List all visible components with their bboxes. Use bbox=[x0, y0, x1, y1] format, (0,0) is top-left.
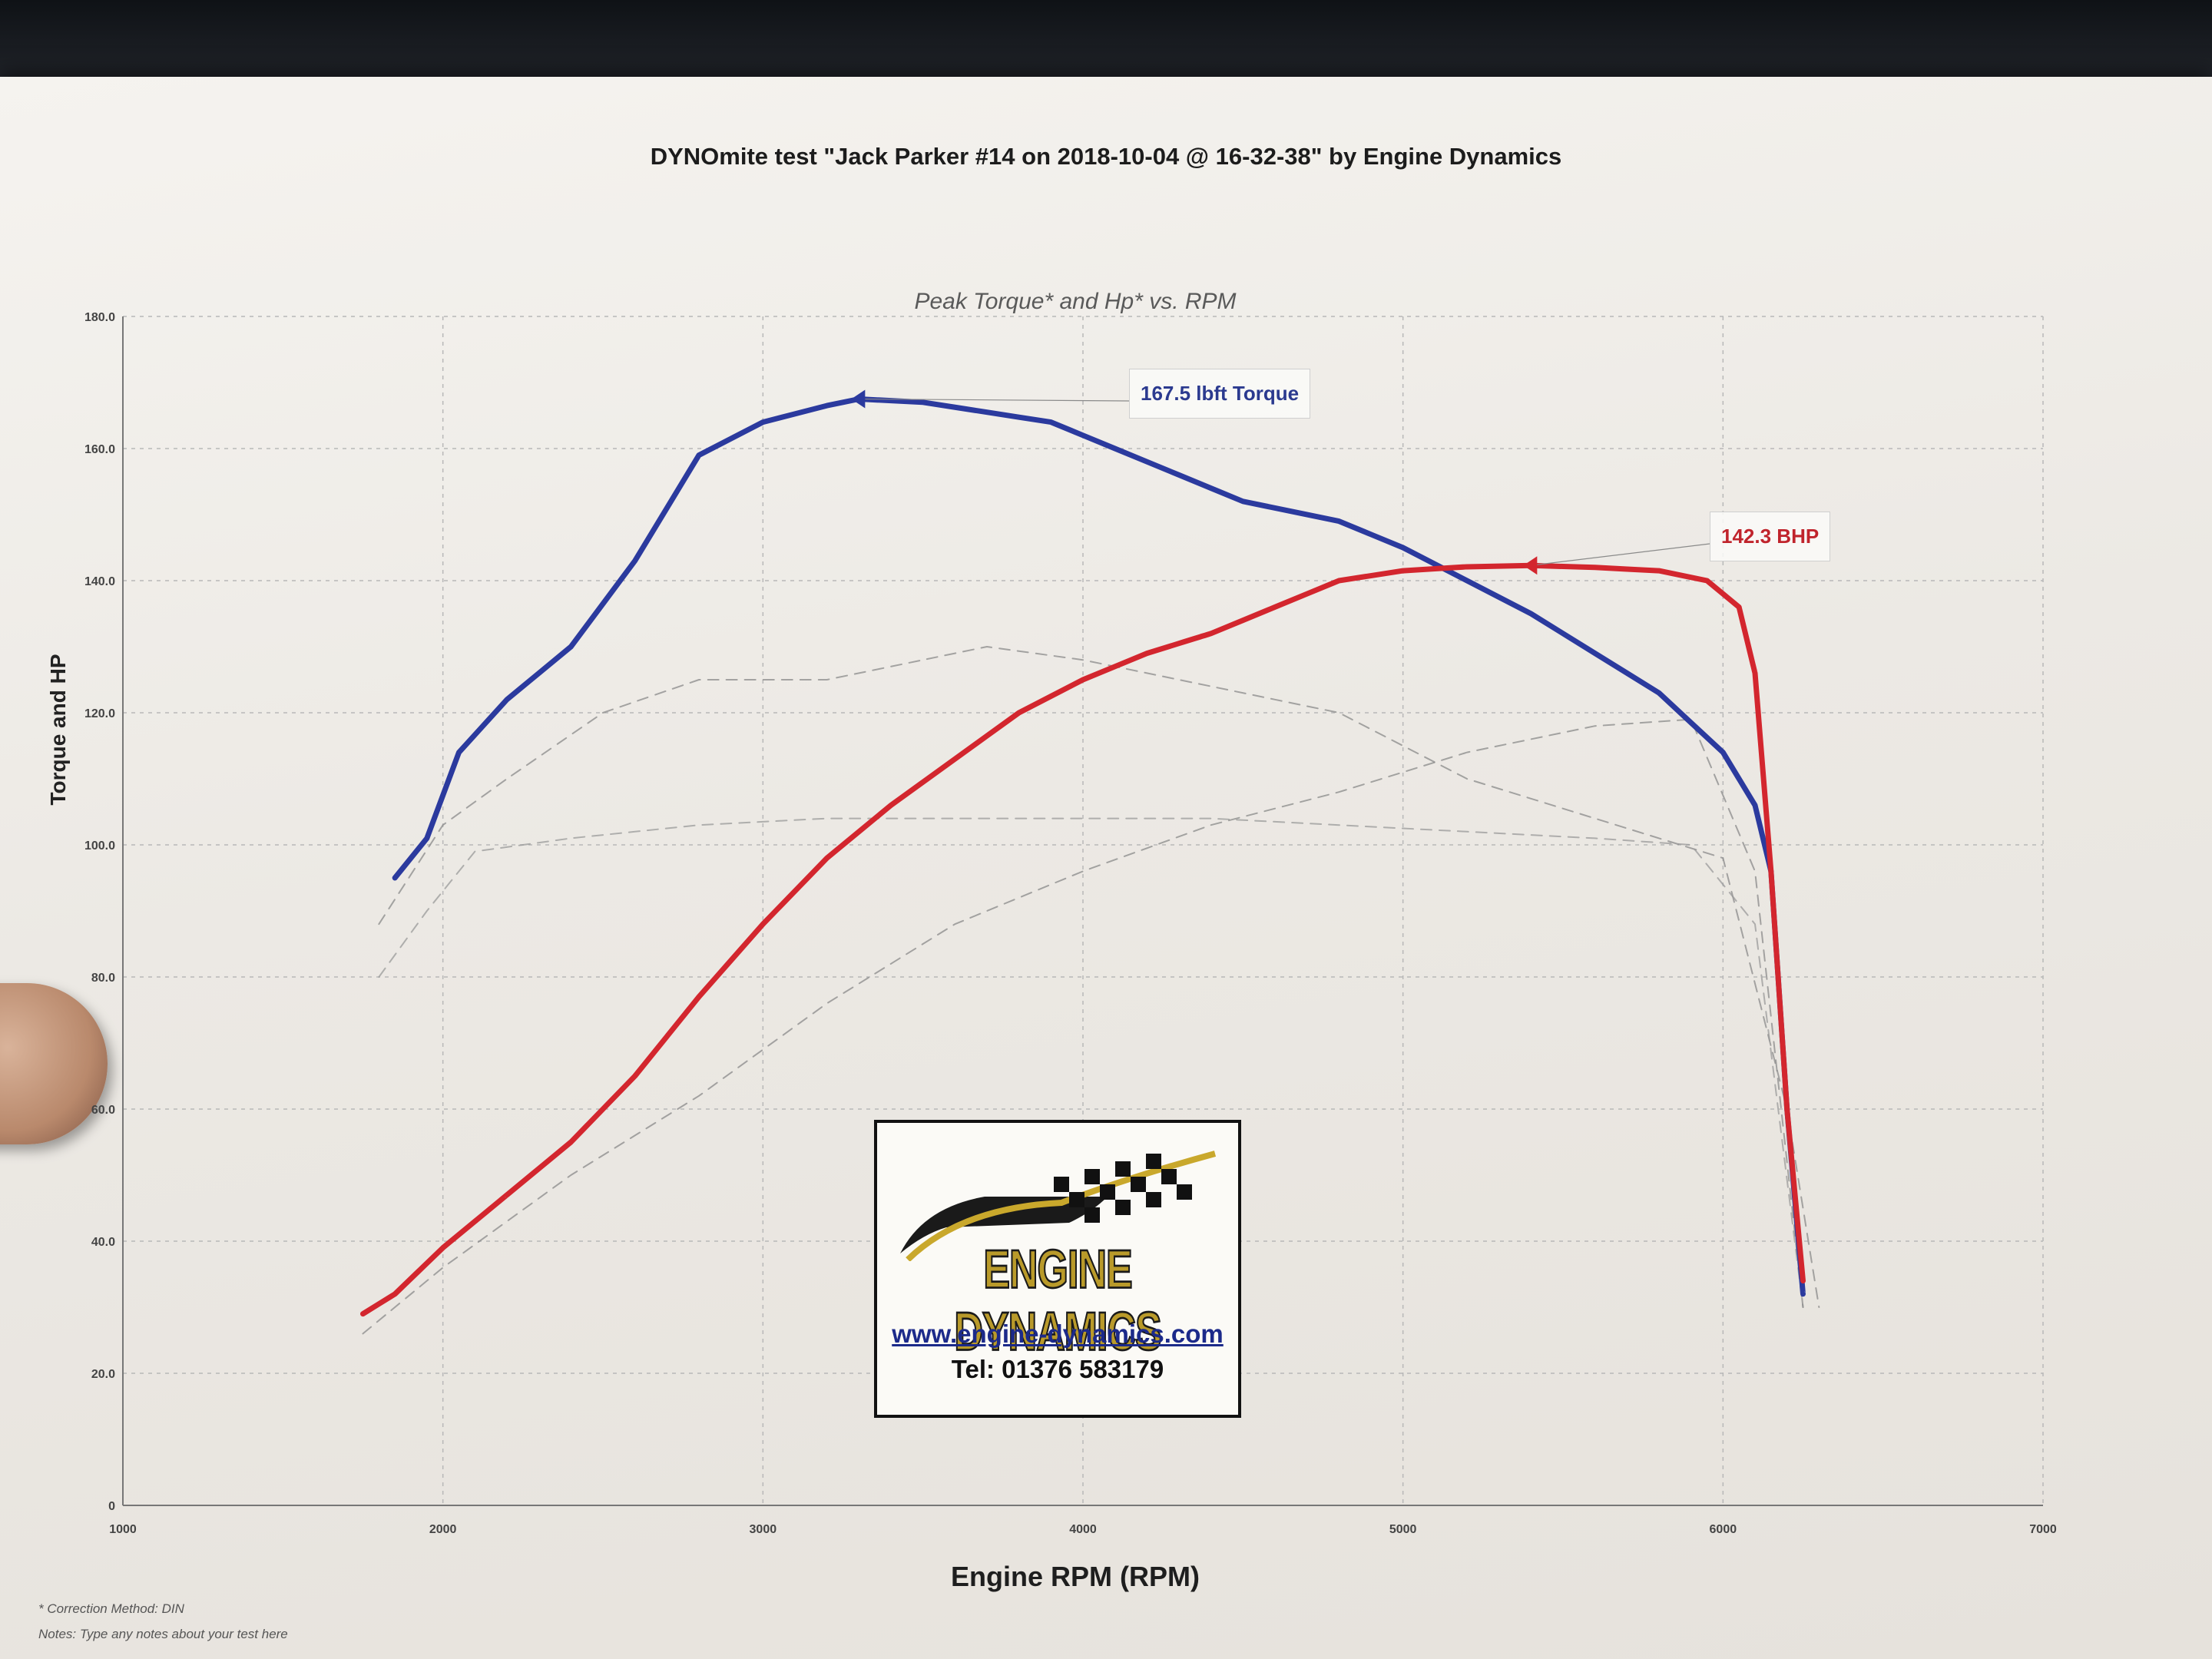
x-tick-label: 3000 bbox=[750, 1523, 777, 1536]
peak-marker-arrow bbox=[1523, 556, 1538, 575]
y-tick-label: 100.0 bbox=[84, 839, 115, 853]
x-tick-label: 2000 bbox=[429, 1523, 457, 1536]
power-peak-annotation: 142.3 BHP bbox=[1710, 512, 1831, 561]
series-line-power bbox=[360, 562, 1806, 1317]
series-line-torque bbox=[392, 396, 1806, 1297]
y-tick-label: 80.0 bbox=[91, 972, 115, 985]
torque-peak-annotation: 167.5 lbft Torque bbox=[1129, 369, 1311, 419]
y-axis-label: Torque and HP bbox=[46, 654, 70, 806]
logo-phone: Tel: 01376 583179 bbox=[951, 1355, 1164, 1383]
annotation-leader-line bbox=[859, 398, 1130, 402]
annotation-leader-line bbox=[1531, 543, 1710, 566]
y-tick-label: 20.0 bbox=[91, 1368, 115, 1381]
engine-dynamics-logo-box: ENGINE DYNAMICS www.engine-dynamics.com … bbox=[874, 1120, 1241, 1418]
footnote-correction: * Correction Method: DIN bbox=[38, 1601, 184, 1616]
x-tick-label: 6000 bbox=[1710, 1523, 1737, 1536]
series-line-power-dashed- bbox=[362, 718, 1804, 1335]
series-line-torque-dashed-2 bbox=[378, 817, 1804, 1308]
peak-marker-arrow bbox=[851, 389, 866, 409]
x-tick-label: 5000 bbox=[1389, 1523, 1417, 1536]
x-axis-label: Engine RPM (RPM) bbox=[951, 1561, 1200, 1592]
logo-website-link[interactable]: www.engine-dynamics.com bbox=[892, 1320, 1224, 1348]
y-tick-label: 160.0 bbox=[84, 443, 115, 456]
x-tick-label: 1000 bbox=[109, 1523, 137, 1536]
y-tick-label: 120.0 bbox=[84, 707, 115, 720]
checkered-flag-logo-icon bbox=[900, 1151, 1217, 1261]
logo-wordmark: ENGINE DYNAMICS bbox=[953, 1239, 1162, 1363]
y-tick-label: 140.0 bbox=[84, 575, 115, 588]
y-tick-label: 180.0 bbox=[84, 311, 115, 324]
chart-title: Peak Torque* and Hp* vs. RPM bbox=[914, 289, 1237, 314]
page-title: DYNOmite test "Jack Parker #14 on 2018-1… bbox=[650, 143, 1562, 170]
y-tick-label: 60.0 bbox=[91, 1104, 115, 1117]
footnote-notes: Notes: Type any notes about your test he… bbox=[38, 1627, 288, 1641]
series-line-torque-dashed- bbox=[378, 646, 1820, 1308]
x-tick-label: 4000 bbox=[1069, 1523, 1097, 1536]
checkered-flag-icon bbox=[1054, 1154, 1192, 1223]
y-tick-label: 0 bbox=[108, 1500, 115, 1513]
x-tick-label: 7000 bbox=[2029, 1523, 2057, 1536]
y-tick-label: 40.0 bbox=[91, 1236, 115, 1249]
